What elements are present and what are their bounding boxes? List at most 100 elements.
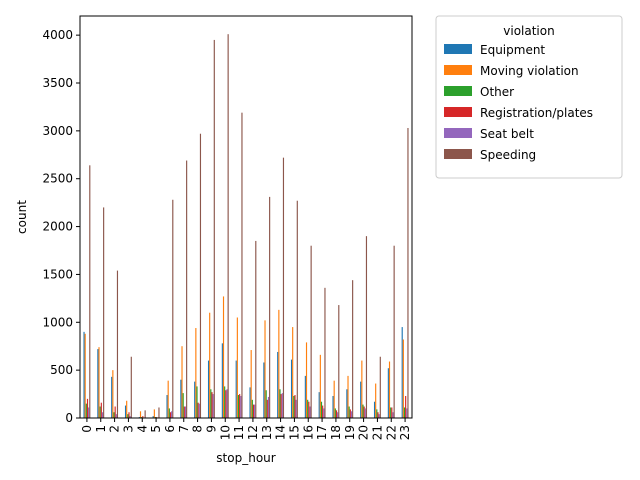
bar-moving-violation-13 [264, 320, 266, 418]
bar-seat-belt-1 [101, 412, 104, 418]
bar-seat-belt-2 [115, 414, 117, 418]
x-tick-label: 7 [177, 425, 191, 433]
x-tick-label: 21 [370, 425, 384, 440]
y-axis-label: count [15, 200, 29, 234]
bar-registration-plates-9 [211, 392, 213, 418]
bar-moving-violation-16 [305, 342, 308, 418]
bar-seat-belt-16 [309, 406, 311, 418]
x-axis-label: stop_hour [216, 451, 275, 465]
x-tick-label: 9 [204, 425, 218, 433]
x-tick-label: 14 [274, 425, 288, 440]
bar-speeding-9 [213, 39, 215, 419]
plot-frame [79, 15, 413, 419]
bar-seat-belt-20 [364, 408, 366, 418]
bar-speeding-3 [130, 356, 132, 418]
bar-moving-violation-22 [388, 361, 391, 418]
bar-speeding-20 [365, 236, 368, 418]
x-tick-label: 16 [301, 425, 315, 440]
bar-moving-violation-23 [402, 339, 404, 418]
bar-seat-belt-11 [240, 395, 242, 418]
bar-moving-violation-11 [236, 317, 238, 418]
bar-moving-violation-6 [167, 380, 169, 418]
legend-label-equipment: Equipment [480, 43, 545, 57]
bar-registration-plates-18 [335, 410, 338, 418]
bar-moving-violation-2 [112, 370, 114, 418]
bar-registration-plates-16 [308, 401, 310, 418]
bar-moving-violation-10 [222, 296, 225, 418]
y-tick-label: 3500 [42, 76, 73, 90]
y-axis: 0 500 1000 1500 2000 2500 3000 3500 4000 [42, 28, 80, 425]
bar-seat-belt-13 [267, 396, 270, 418]
x-tick-label: 17 [315, 425, 329, 440]
bar-speeding-15 [296, 200, 298, 418]
bar-seat-belt-15 [295, 399, 297, 418]
bar-other-9 [210, 389, 212, 418]
bar-moving-violation-4 [139, 411, 142, 418]
bar-seat-belt-14 [281, 393, 283, 418]
bar-moving-violation-21 [375, 383, 377, 418]
bar-speeding-10 [227, 34, 229, 418]
bar-equipment-19 [346, 389, 348, 418]
bar-other-3 [127, 414, 129, 418]
bar-seat-belt-6 [171, 411, 173, 418]
bar-equipment-20 [360, 381, 362, 418]
bar-moving-violation-15 [292, 327, 294, 418]
bar-speeding-18 [338, 305, 340, 418]
bar-other-1 [99, 406, 101, 418]
x-tick-label: 23 [398, 425, 412, 440]
legend: violation Equipment Moving violation Other… [435, 15, 623, 179]
x-tick-label: 15 [287, 425, 301, 440]
legend-box [435, 15, 623, 179]
bar-speeding-23 [407, 127, 409, 419]
bar-registration-plates-19 [349, 409, 351, 418]
x-tick-label: 3 [121, 425, 135, 433]
x-tick-label: 19 [343, 425, 357, 440]
bar-equipment-16 [304, 375, 306, 418]
bar-other-19 [348, 406, 350, 418]
bar-seat-belt-17 [323, 408, 325, 418]
bar-other-7 [182, 393, 184, 418]
x-tick-label: 12 [246, 425, 260, 440]
y-tick-label: 2500 [42, 172, 73, 186]
bar-registration-plates-1 [100, 402, 102, 418]
bar-moving-violation-9 [209, 312, 211, 418]
bar-other-6 [168, 408, 170, 418]
bar-speeding-7 [186, 160, 188, 418]
bar-moving-violation-3 [126, 400, 128, 418]
bar-other-0 [85, 403, 87, 418]
bar-other-2 [113, 412, 115, 418]
bar-registration-plates-2 [114, 406, 116, 418]
bar-moving-violation-12 [250, 350, 252, 418]
bar-equipment-10 [221, 343, 223, 418]
bar-other-8 [196, 386, 198, 418]
bar-seat-belt-12 [254, 404, 256, 418]
bar-speeding-19 [352, 280, 354, 418]
bar-speeding-2 [116, 270, 119, 418]
bar-equipment-0 [83, 331, 85, 418]
bar-equipment-3 [124, 405, 127, 418]
bar-equipment-14 [277, 351, 279, 418]
bar-speeding-4 [144, 410, 146, 418]
bar-other-23 [403, 407, 406, 418]
bar-registration-plates-17 [322, 405, 324, 418]
bar-other-16 [307, 399, 309, 418]
legend-items: Equipment Moving violation Other Registrati… [444, 43, 593, 162]
bar-equipment-15 [290, 359, 293, 418]
bar-other-21 [376, 409, 378, 418]
bar-equipment-2 [111, 376, 113, 418]
bar-equipment-6 [166, 395, 168, 418]
bar-equipment-17 [318, 392, 320, 418]
legend-label-speeding: Speeding [480, 148, 536, 162]
y-tick-label: 0 [65, 411, 73, 425]
bar-registration-plates-23 [405, 395, 407, 418]
bar-moving-violation-5 [153, 409, 155, 418]
plot-bars [83, 34, 409, 419]
bar-registration-plates-13 [266, 399, 268, 418]
bar-speeding-6 [172, 199, 174, 418]
bar-other-14 [279, 389, 281, 418]
y-tick-label: 1000 [42, 315, 73, 329]
bar-seat-belt-10 [226, 389, 228, 418]
legend-label-registration-plates: Registration/plates [480, 106, 593, 120]
x-tick-label: 2 [108, 425, 122, 433]
bar-speeding-1 [103, 207, 105, 418]
